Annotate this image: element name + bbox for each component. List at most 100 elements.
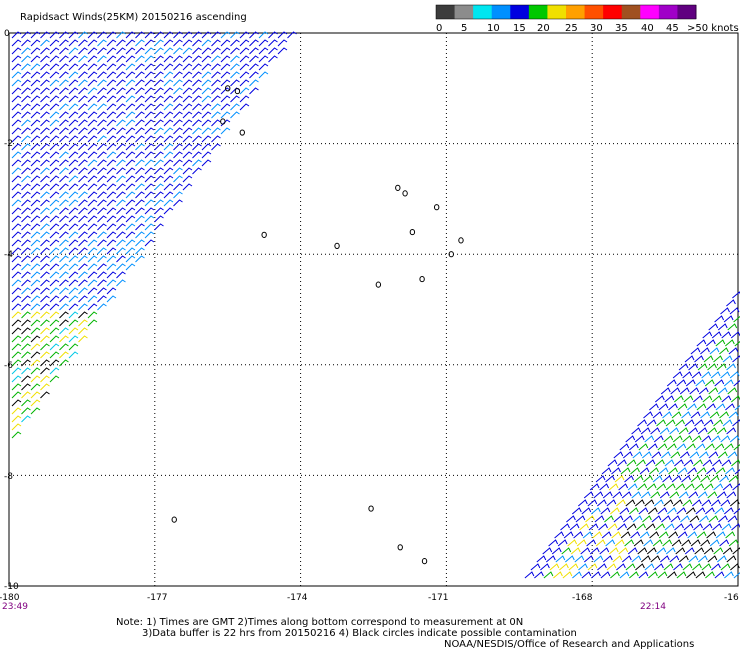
wind-barb [562, 571, 573, 579]
wind-barb [676, 443, 687, 451]
wind-barb [703, 355, 714, 363]
wind-barb [11, 263, 22, 271]
wind-barb [21, 415, 31, 423]
wind-barb [653, 499, 664, 507]
wind-barb [696, 531, 707, 539]
wind-barb [144, 47, 155, 55]
island-outline [334, 242, 340, 250]
wind-barb [676, 379, 687, 387]
wind-barb [723, 443, 734, 451]
wind-barb [695, 507, 706, 515]
wind-barb [106, 223, 117, 231]
wind-barb [706, 531, 717, 539]
wind-barb [97, 47, 107, 55]
wind-barb [144, 111, 155, 119]
wind-barb [49, 375, 60, 383]
wind-barb [173, 39, 183, 47]
wind-barb [173, 135, 183, 143]
wind-barb [106, 103, 117, 111]
wind-barb [106, 175, 117, 183]
wind-barb [682, 371, 693, 379]
wind-barb [712, 459, 722, 467]
wind-barb [97, 111, 107, 119]
wind-barb [728, 411, 739, 419]
wind-barb [97, 295, 107, 303]
wind-barb [144, 231, 155, 239]
wind-barb [30, 399, 41, 407]
time-right: 22:14 [640, 602, 666, 612]
wind-barb [620, 531, 631, 539]
wind-barb [21, 175, 31, 183]
wind-barb [612, 555, 623, 563]
island-outline [171, 516, 177, 523]
wind-barb [734, 404, 740, 411]
wind-barb [722, 483, 733, 491]
wind-barb [78, 31, 88, 39]
wind-barb [135, 111, 145, 119]
wind-barb [11, 239, 22, 247]
wind-barb [634, 435, 645, 443]
wind-barb [59, 39, 69, 47]
wind-barb [561, 547, 572, 555]
wind-barb [694, 355, 704, 363]
legend-label: 45 [666, 23, 679, 34]
wind-barb [49, 79, 60, 87]
wind-barb [106, 95, 117, 103]
wind-barb [106, 55, 117, 63]
wind-barb [697, 427, 708, 435]
wind-barb [589, 547, 600, 555]
wind-barb [211, 79, 221, 87]
wind-barb [666, 443, 677, 451]
wind-barb [116, 239, 126, 247]
wind-barb [87, 167, 98, 175]
wind-barb [116, 95, 126, 103]
wind-barb [670, 451, 681, 459]
wind-barb [49, 335, 60, 343]
wind-barb [40, 87, 50, 95]
wind-barb [11, 31, 22, 39]
wind-barb [106, 191, 117, 199]
wind-barb [125, 247, 136, 255]
wind-barb [97, 151, 107, 159]
wind-barb [87, 287, 98, 295]
wind-barb [59, 279, 69, 287]
wind-barb [249, 87, 259, 95]
wind-barb [716, 491, 727, 499]
wind-barb [135, 127, 145, 135]
wind-barb [59, 223, 69, 231]
wind-barb [21, 191, 31, 199]
wind-barb [21, 255, 31, 263]
wind-barb [573, 531, 584, 539]
wind-barb [630, 531, 641, 539]
wind-barb [30, 231, 41, 239]
wind-barb [681, 539, 692, 547]
wind-barb [716, 363, 727, 371]
wind-barb [78, 79, 88, 87]
wind-barb [68, 279, 79, 287]
wind-barb [30, 287, 41, 295]
wind-barb [87, 71, 98, 79]
wind-barb [268, 39, 278, 47]
wind-barb [627, 547, 638, 555]
wind-barb [192, 111, 202, 119]
wind-barb [11, 151, 22, 159]
wind-barb [644, 499, 655, 507]
wind-barb [728, 475, 739, 483]
wind-barb [106, 47, 117, 55]
wind-barb [116, 143, 126, 151]
wind-barb [59, 327, 69, 335]
wind-barb [707, 363, 717, 371]
wind-barb [624, 539, 635, 547]
wind-barb [30, 263, 41, 271]
wind-barb [30, 151, 41, 159]
wind-barb [40, 31, 50, 39]
wind-barb [68, 215, 79, 223]
wind-barb [106, 87, 117, 95]
wind-barb [692, 395, 703, 403]
wind-barb [163, 39, 174, 47]
wind-barb [624, 475, 634, 483]
wind-barb [656, 419, 666, 427]
wind-barb [78, 167, 88, 175]
wind-barb [21, 159, 31, 167]
wind-barb [40, 383, 50, 391]
